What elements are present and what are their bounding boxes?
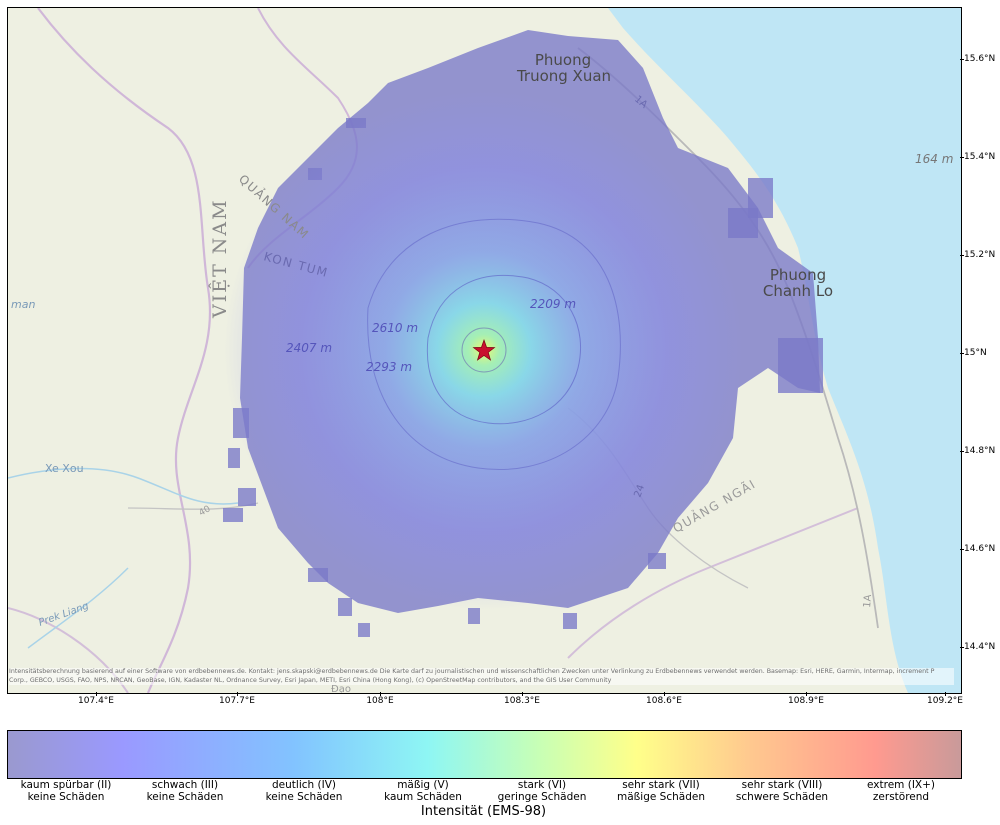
lat-tickmark [960, 549, 964, 550]
place-label-chanh-lo-line1: Phuong [770, 266, 826, 284]
place-label-chanh-lo-line2: Chanh Lo [763, 282, 833, 300]
place-label-truong-xuan-line2: Truong Xuan [516, 67, 611, 85]
contour-line [367, 218, 621, 470]
colorbar-level-label: extrem (IX+) zerstörend [831, 779, 971, 803]
colorbar-level-name: sehr stark (VIII) [741, 779, 823, 791]
colorbar-level-name: extrem (IX+) [867, 779, 935, 791]
intensity-map[interactable]: Phuong Truong Xuan Phuong Chanh Lo VIỆT … [7, 7, 962, 694]
lat-tickmark [960, 353, 964, 354]
lat-tick-label: 14.4°N [964, 642, 996, 652]
colorbar-level-damage: schwere Schäden [735, 791, 829, 803]
map-canvas: Phuong Truong Xuan Phuong Chanh Lo VIỆT … [8, 8, 961, 693]
colorbar-level-label: stark (VI) geringe Schäden [472, 779, 612, 803]
colorbar-level-name: stark (VI) [517, 779, 567, 791]
lon-tick-label: 107.7°E [219, 696, 255, 706]
colorbar-level-name: mäßig (V) [397, 779, 449, 791]
water-label-man: man [11, 298, 35, 311]
lon-tickmark [96, 692, 97, 696]
colorbar-level-name: schwach (III) [151, 779, 219, 791]
elevation-label-2407: 2407 m [286, 341, 332, 355]
colorbar-level-label: sehr stark (VIII) schwere Schäden [712, 779, 852, 803]
colorbar-title: Intensität (EMS-98) [420, 804, 547, 819]
lon-tick-label: 107.4°E [78, 696, 114, 706]
lon-tickmark [806, 692, 807, 696]
colorbar-level-name: sehr stark (VII) [622, 779, 700, 791]
road-label-1a-south: 1A [862, 594, 874, 608]
colorbar-level-damage: keine Schäden [27, 791, 105, 803]
lat-tick-label: 14.6°N [964, 544, 996, 554]
lat-tickmark [960, 157, 964, 158]
lat-tickmark [960, 451, 964, 452]
lon-tickmark [945, 692, 946, 696]
lon-tickmark [237, 692, 238, 696]
colorbar-level-damage: keine Schäden [265, 791, 343, 803]
lat-tickmark [960, 647, 964, 648]
elevation-label-2209: 2209 m [530, 297, 576, 311]
colorbar-level-damage: keine Schäden [146, 791, 224, 803]
lon-tickmark [664, 692, 665, 696]
elevation-label-164: 164 m [915, 152, 953, 166]
lat-tick-label: 15.6°N [964, 54, 996, 64]
lon-tick-label: 108.9°E [788, 696, 824, 706]
colorbar-level-damage: zerstörend [872, 791, 930, 803]
colorbar-level-damage: mäßige Schäden [617, 791, 705, 803]
colorbar-level-label: sehr stark (VII) mäßige Schäden [591, 779, 731, 803]
intensity-colorbar [7, 730, 962, 779]
contour-line [461, 327, 507, 373]
road-label-24: 24 [632, 483, 647, 499]
lat-tickmark [960, 255, 964, 256]
colorbar-level-label: schwach (III) keine Schäden [115, 779, 255, 803]
elevation-label-2293: 2293 m [366, 360, 412, 374]
lat-tick-label: 15.4°N [964, 152, 996, 162]
lon-tick-label: 108.6°E [646, 696, 682, 706]
colorbar-level-name: deutlich (IV) [272, 779, 336, 791]
lat-tickmark [960, 59, 964, 60]
colorbar-level-damage: geringe Schäden [497, 791, 587, 803]
colorbar-level-damage: kaum Schäden [384, 791, 462, 803]
lon-tick-label: 109.2°E [927, 696, 963, 706]
lon-tickmark [522, 692, 523, 696]
epicenter-star-icon[interactable] [472, 338, 496, 361]
place-label-dao: Đạo [331, 684, 351, 693]
lon-tick-label: 108.3°E [504, 696, 540, 706]
colorbar-level-label: deutlich (IV) keine Schäden [234, 779, 374, 803]
lon-tickmark [380, 692, 381, 696]
country-label-viet-nam: VIỆT NAM [209, 198, 231, 319]
lat-tick-label: 15.2°N [964, 250, 996, 260]
elevation-label-2610: 2610 m [372, 321, 418, 335]
lat-tick-label: 14.8°N [964, 446, 996, 456]
attribution-text: Intensitätsberechnung basierend auf eine… [9, 668, 954, 685]
lon-tick-label: 108°E [366, 696, 394, 706]
colorbar-level-name: kaum spürbar (II) [20, 779, 112, 791]
colorbar-level-label: mäßig (V) kaum Schäden [353, 779, 493, 803]
contour-line [426, 275, 582, 425]
river-label-xe-xou: Xe Xou [45, 462, 84, 475]
place-label-truong-xuan-line1: Phuong [535, 51, 591, 69]
lat-tick-label: 15°N [964, 348, 987, 358]
colorbar-level-label: kaum spürbar (II) keine Schäden [0, 779, 136, 803]
